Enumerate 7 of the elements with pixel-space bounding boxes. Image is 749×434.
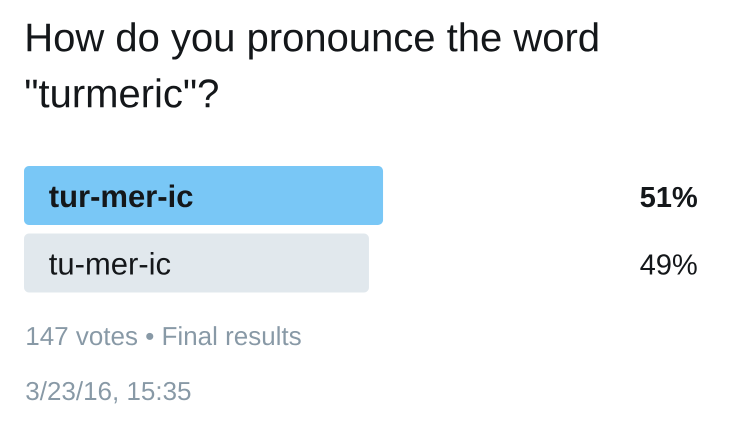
y-tick-label: tu-mer-ic <box>49 252 170 275</box>
data-label: 49% <box>640 254 697 275</box>
chart-title: How do you pronounce the word "turmeric"? <box>26 22 598 108</box>
text: 147 votes • Final results <box>27 326 301 346</box>
data-label: 51% <box>640 186 697 208</box>
text: 3/23/16, 15:35 <box>26 381 190 404</box>
y-tick-label: tur-mer-ic <box>49 184 193 208</box>
